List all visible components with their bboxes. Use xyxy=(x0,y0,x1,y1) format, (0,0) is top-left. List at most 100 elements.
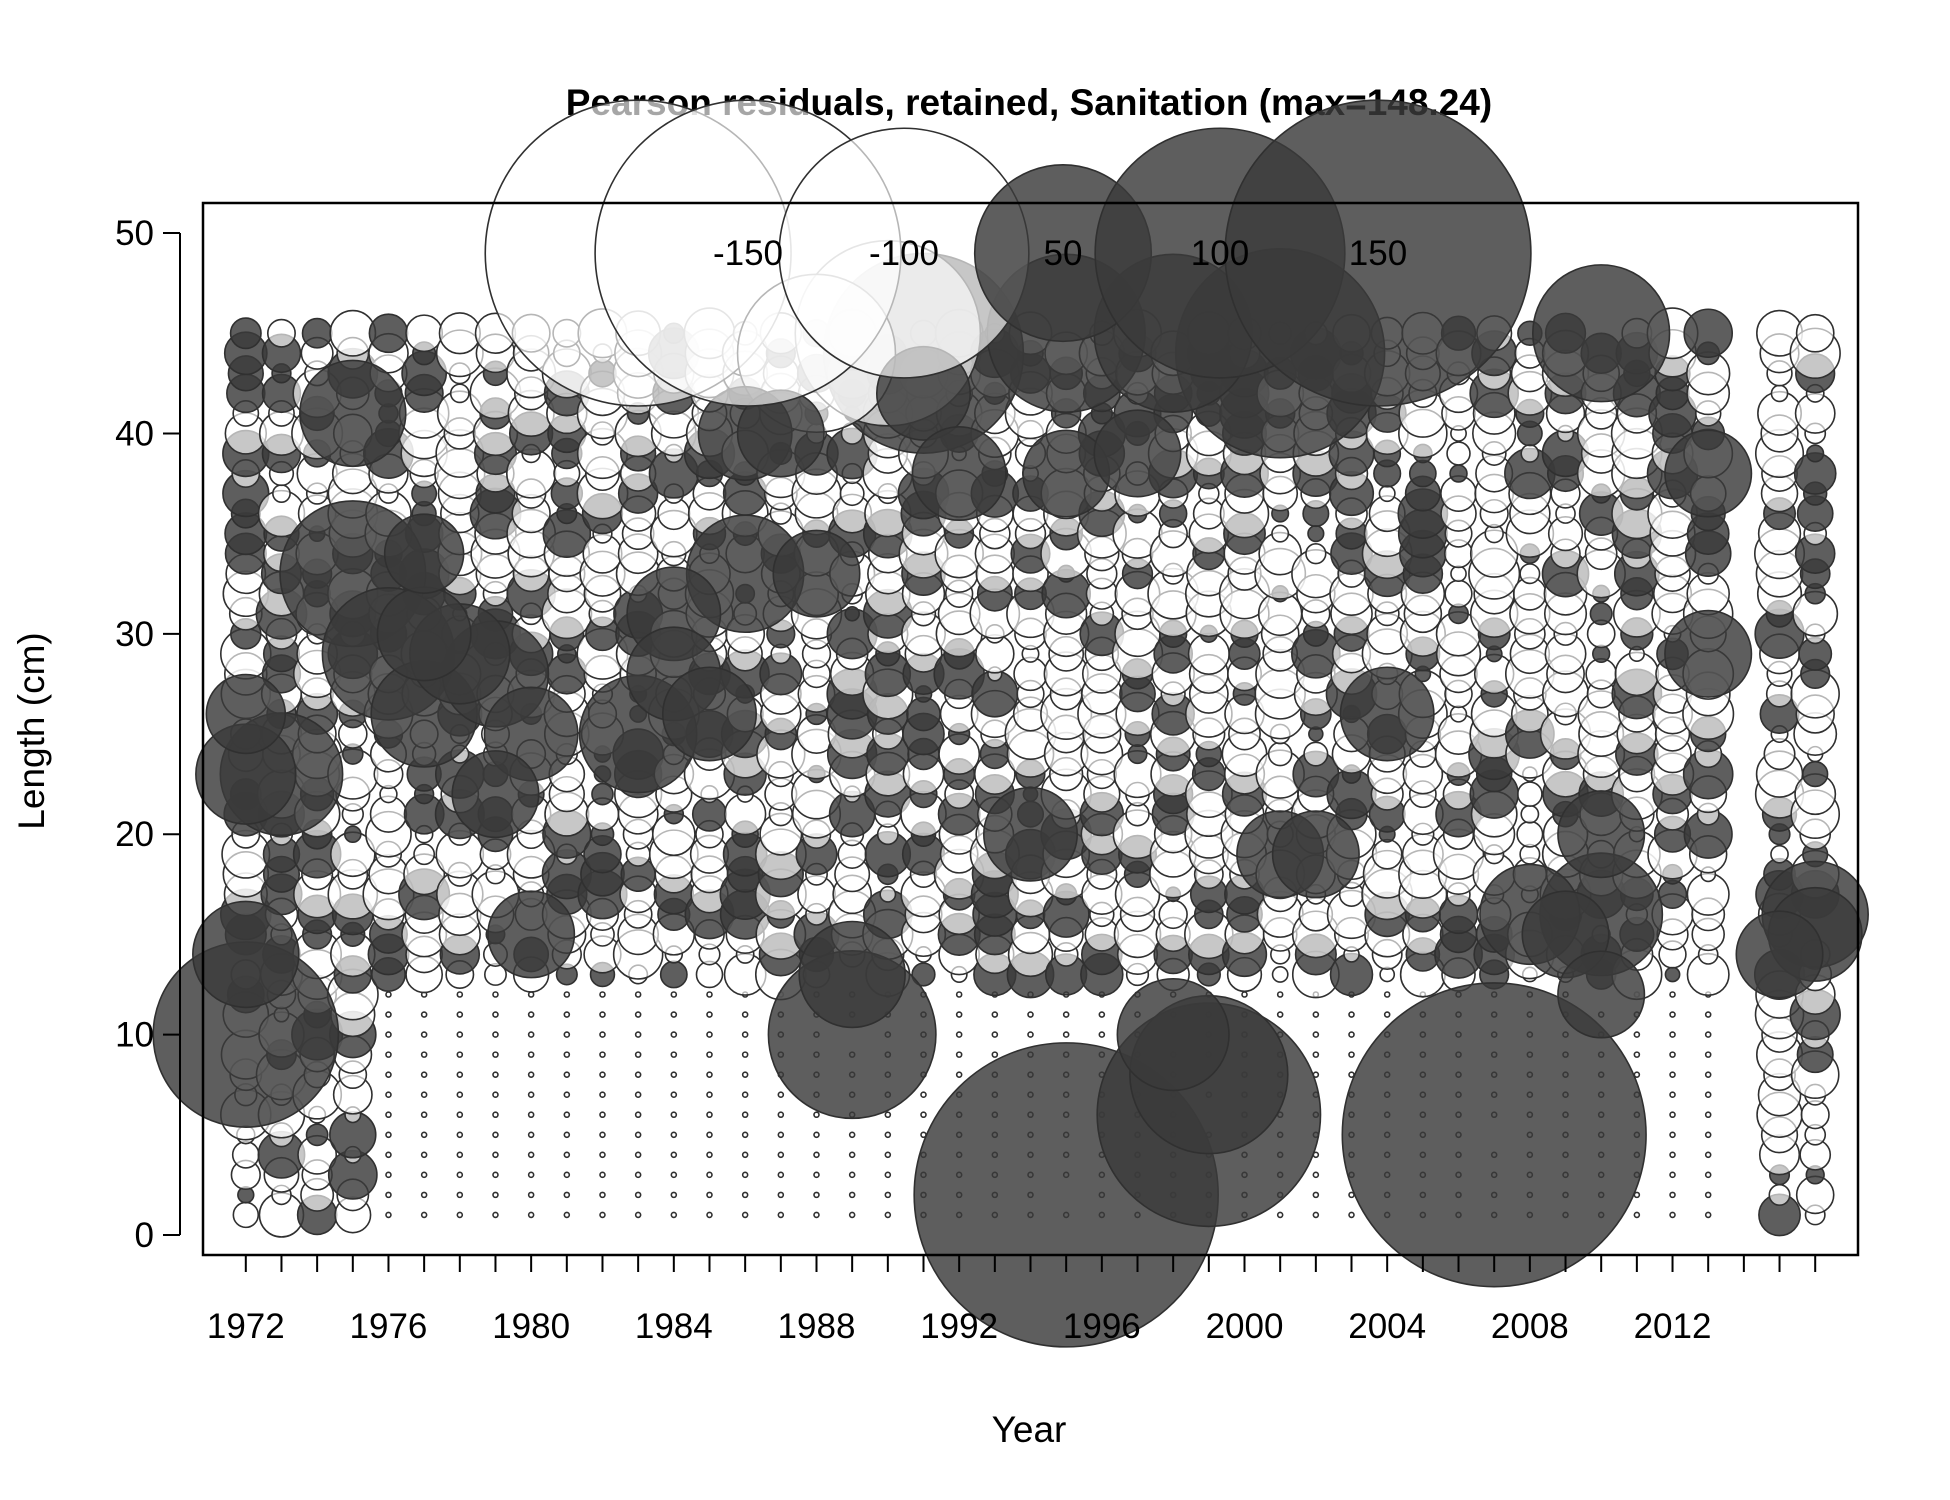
y-axis-label: Length (cm) xyxy=(11,632,52,829)
x-tick-label: 1984 xyxy=(635,1307,713,1346)
residual-bubble xyxy=(1348,1051,1355,1058)
residual-bubble xyxy=(1312,1171,1320,1179)
residual-bubble xyxy=(670,1011,678,1018)
residual-bubble xyxy=(1267,741,1293,767)
residual-bubble xyxy=(1768,1183,1791,1206)
residual-bubble xyxy=(741,1171,749,1179)
residual-bubble xyxy=(741,1091,749,1098)
y-axis: 0 10 20 30 40 50 xyxy=(115,214,181,1255)
residual-bubble xyxy=(1348,1031,1355,1038)
residual-bubble xyxy=(844,605,860,622)
residual-bubble xyxy=(385,991,392,998)
residual-bubble xyxy=(706,991,713,998)
residual-bubble xyxy=(1704,1151,1712,1159)
residual-bubble xyxy=(1557,950,1646,1039)
residual-bubble xyxy=(563,1191,571,1199)
residual-bubble xyxy=(1371,838,1403,870)
residual-bubble xyxy=(456,1031,464,1038)
residual-bubble xyxy=(599,1031,606,1038)
residual-bubble xyxy=(1802,760,1829,788)
residual-bubble xyxy=(1062,1011,1070,1018)
residual-bubble xyxy=(1669,1111,1676,1119)
residual-bubble xyxy=(599,1191,606,1199)
residual-bubble xyxy=(1444,579,1473,608)
residual-bubble xyxy=(420,1091,428,1098)
residual-bubble xyxy=(1763,738,1796,771)
residual-bubble xyxy=(848,1211,856,1219)
residual-bubble xyxy=(527,1051,535,1058)
legend-label: -150 xyxy=(713,234,783,273)
residual-bubble xyxy=(1669,991,1676,998)
residual-bubble xyxy=(420,1131,428,1139)
residual-bubble xyxy=(492,1091,499,1098)
x-axis-label: Year xyxy=(992,1409,1067,1450)
residual-bubble xyxy=(1704,1211,1712,1219)
residual-bubble xyxy=(1770,384,1789,403)
residual-bubble xyxy=(920,1091,927,1098)
residual-bubble xyxy=(741,1071,749,1078)
residual-bubble xyxy=(670,1031,678,1038)
legend: -150 -100 50 100 150 xyxy=(594,99,1532,407)
residual-bubble xyxy=(813,1171,820,1179)
x-tick-label: 1992 xyxy=(920,1307,998,1346)
residual-bubble xyxy=(813,1111,820,1119)
residual-bubble xyxy=(599,1051,606,1058)
x-tick-label: 1996 xyxy=(1063,1307,1141,1346)
residual-bubble xyxy=(456,1171,464,1179)
residual-bubble xyxy=(634,1051,642,1058)
residual-bubble xyxy=(1704,1171,1712,1179)
residual-bubble xyxy=(205,673,287,755)
residual-bubble xyxy=(192,900,300,1009)
residual-bubble xyxy=(527,1131,535,1139)
residual-bubble xyxy=(1669,1071,1676,1078)
residual-bubble xyxy=(563,1111,571,1119)
y-tick-label: 40 xyxy=(115,414,154,453)
residual-bubble xyxy=(1664,966,1681,983)
residual-bubble xyxy=(991,1051,999,1058)
residual-bubble xyxy=(1312,1191,1320,1199)
residual-bubble xyxy=(777,1091,785,1098)
residual-bubble xyxy=(563,1171,571,1179)
residual-bubble xyxy=(848,1191,856,1199)
residual-bubble xyxy=(492,1131,499,1139)
residual-bubble xyxy=(659,960,688,989)
residual-bubble xyxy=(813,1151,820,1159)
residual-bubble xyxy=(563,1091,571,1098)
residual-bubble xyxy=(634,1131,642,1139)
residual-bubble xyxy=(1027,1011,1034,1018)
residual-bubble xyxy=(670,991,678,998)
residual-bubble xyxy=(599,1171,606,1179)
residual-bubble xyxy=(527,1031,535,1038)
residual-bubble xyxy=(1408,459,1437,488)
x-tick-label: 2000 xyxy=(1206,1307,1284,1346)
residual-bubble xyxy=(456,1071,464,1078)
residual-bubble xyxy=(1312,1051,1320,1058)
residual-bubble xyxy=(1062,1031,1070,1038)
residual-bubble xyxy=(492,1071,499,1078)
residual-bubble xyxy=(1770,844,1789,864)
residual-bubble xyxy=(1669,1091,1676,1098)
residual-bubble xyxy=(456,1151,464,1159)
residual-bubble xyxy=(420,1171,428,1179)
residual-bubble xyxy=(563,1051,571,1058)
residual-bubble xyxy=(451,750,540,839)
residual-bubble xyxy=(527,1171,535,1179)
residual-bubble xyxy=(1303,741,1329,767)
residual-bubble xyxy=(1449,464,1468,483)
residual-bubble xyxy=(741,1131,749,1139)
residual-bubble xyxy=(884,1131,892,1139)
x-tick-label: 2008 xyxy=(1491,1307,1569,1346)
residual-bubble xyxy=(813,1191,820,1199)
residual-bubble xyxy=(955,1011,963,1018)
residual-bubble xyxy=(1276,1211,1284,1219)
residual-bubble xyxy=(982,786,1079,882)
residual-bubble xyxy=(1516,820,1544,848)
residual-bubble xyxy=(301,317,333,349)
residual-bubble xyxy=(1276,991,1284,998)
residual-bubble xyxy=(420,1191,428,1199)
residual-bubble xyxy=(1312,1211,1320,1219)
residual-bubble xyxy=(706,1091,713,1098)
legend-label: 50 xyxy=(1044,234,1083,273)
residual-bubble xyxy=(848,1131,856,1139)
residual-bubble xyxy=(884,1191,892,1199)
